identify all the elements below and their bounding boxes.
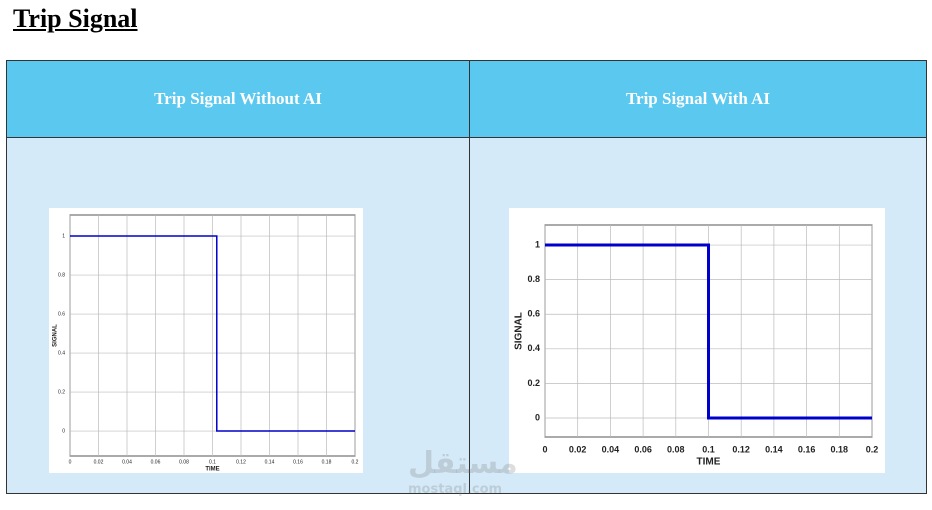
y-tick-label: 0.8 bbox=[58, 272, 65, 278]
x-tick-label: 0.18 bbox=[322, 459, 332, 465]
y-axis-label: SIGNAL bbox=[53, 324, 59, 347]
page-title: Trip Signal bbox=[13, 4, 138, 33]
x-tick-label: 0.04 bbox=[122, 459, 132, 465]
x-tick-label: 0.12 bbox=[236, 459, 246, 465]
watermark: مستقل bbox=[408, 446, 518, 481]
y-tick-label: 0.2 bbox=[58, 389, 65, 395]
y-tick-label: 0 bbox=[535, 412, 540, 422]
x-tick-label: 0.14 bbox=[265, 459, 275, 465]
x-axis-label: TIME bbox=[205, 467, 219, 473]
x-axis-label: TIME bbox=[697, 457, 721, 468]
y-tick-label: 1 bbox=[62, 233, 65, 239]
x-tick-label: 0 bbox=[69, 459, 72, 465]
y-tick-label: 0 bbox=[62, 428, 65, 434]
y-tick-label: 0.8 bbox=[527, 274, 540, 284]
x-tick-label: 0.16 bbox=[293, 459, 303, 465]
y-tick-label: 1 bbox=[535, 239, 540, 249]
table-header: Trip Signal With AI bbox=[469, 60, 927, 138]
x-tick-label: 0.16 bbox=[798, 444, 816, 454]
y-tick-label: 0.2 bbox=[527, 378, 540, 388]
signal-line bbox=[545, 243, 872, 420]
x-tick-label: 0.02 bbox=[569, 444, 587, 454]
chart: 0 0.02 0.04 0.06 0.08 0.1 0.12 0.14 0.16 0.18 0.2 0… bbox=[509, 208, 885, 473]
x-tick-label: 0.08 bbox=[667, 444, 685, 454]
y-axis-label: SIGNAL bbox=[514, 312, 525, 350]
y-tick-label: 0.4 bbox=[527, 343, 540, 353]
x-tick-label: 0.18 bbox=[831, 444, 849, 454]
x-tick-label: 0.04 bbox=[602, 444, 620, 454]
x-tick-label: 0.14 bbox=[765, 444, 783, 454]
x-tick-label: 0.02 bbox=[94, 459, 104, 465]
x-tick-label: 0.2 bbox=[352, 459, 359, 465]
signal-line bbox=[70, 235, 355, 432]
chart: 0 0.02 0.04 0.06 0.08 0.1 0.12 0.14 0.16 0.18 0.2 0… bbox=[49, 208, 363, 473]
watermark: mostaql.com bbox=[408, 482, 503, 497]
y-tick-label: 0.6 bbox=[527, 309, 540, 319]
y-tick-label: 0.6 bbox=[58, 311, 65, 317]
x-tick-label: 0.2 bbox=[866, 444, 879, 454]
x-tick-label: 0.1 bbox=[702, 444, 715, 454]
x-tick-label: 0 bbox=[542, 444, 547, 454]
x-tick-label: 0.12 bbox=[732, 444, 750, 454]
y-tick-label: 0.4 bbox=[58, 350, 65, 356]
x-tick-label: 0.06 bbox=[151, 459, 161, 465]
x-tick-label: 0.1 bbox=[209, 459, 216, 465]
x-tick-label: 0.08 bbox=[179, 459, 189, 465]
x-tick-label: 0.06 bbox=[634, 444, 652, 454]
table-header: Trip Signal Without AI bbox=[6, 60, 470, 138]
